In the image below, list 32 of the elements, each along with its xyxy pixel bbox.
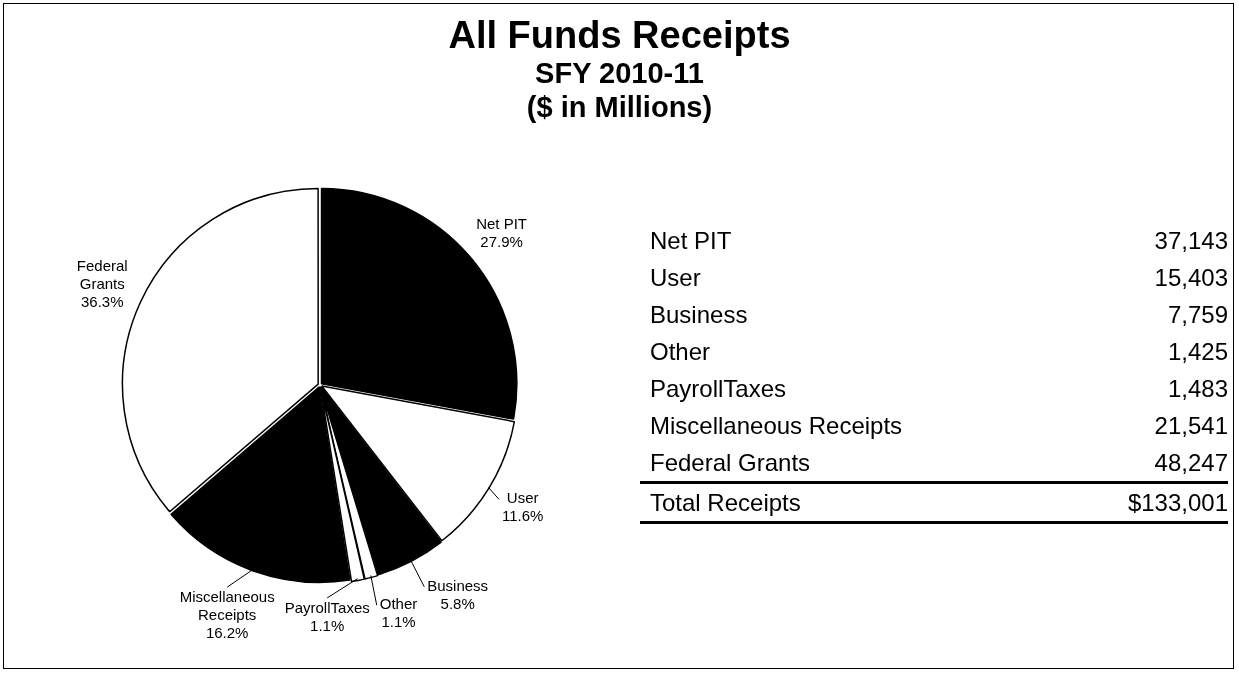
text: SFY 2010-11 ($ in Millions) xyxy=(525,56,714,124)
data-label: 1.1% xyxy=(381,613,416,631)
text: All Funds Receipts xyxy=(447,14,792,56)
category-label: User xyxy=(650,263,701,293)
category-label: Federal Grants xyxy=(650,448,811,478)
data-label: 27.9% xyxy=(480,232,523,250)
category-label: Business xyxy=(650,300,748,330)
data-label: 37,143 xyxy=(1154,226,1228,256)
text: $133,001 xyxy=(1127,488,1228,518)
data-label: 21,541 xyxy=(1154,411,1228,441)
slice-label: Business xyxy=(427,576,489,594)
data-label: 15,403 xyxy=(1154,263,1228,293)
category-label: PayrollTaxes xyxy=(650,374,787,404)
slice-label: Federal Grants xyxy=(76,257,128,293)
category-label: Net PIT xyxy=(650,226,732,256)
data-label: 36.3% xyxy=(80,293,124,311)
slice-label: Miscellaneous Receipts xyxy=(179,588,275,624)
data-label: 1.1% xyxy=(310,617,345,635)
data-label: 1,483 xyxy=(1167,374,1228,404)
slice-label: Other xyxy=(379,595,418,613)
slice-label: User xyxy=(506,489,539,507)
data-label: 16.2% xyxy=(205,624,249,642)
data-label: 48,247 xyxy=(1154,448,1228,478)
data-label: 7,759 xyxy=(1167,300,1228,330)
data-label: 1,425 xyxy=(1167,337,1228,367)
data-label: 5.8% xyxy=(440,594,475,612)
text: Total Receipts xyxy=(650,488,801,518)
category-label: Miscellaneous Receipts xyxy=(650,411,903,441)
category-label: Other xyxy=(650,337,711,367)
slice-label: PayrollTaxes xyxy=(284,599,370,617)
slice-label: Net PIT xyxy=(476,214,528,232)
data-label: 11.6% xyxy=(501,507,544,525)
